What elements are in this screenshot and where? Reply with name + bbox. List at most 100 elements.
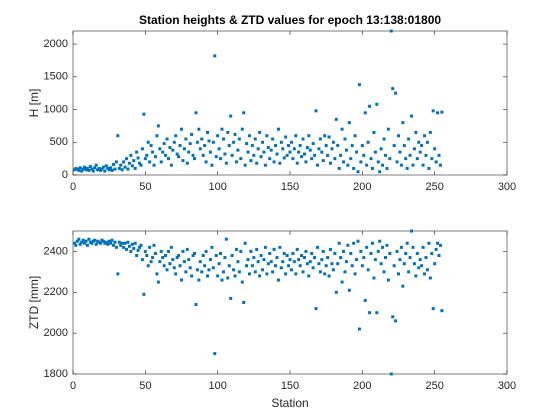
point <box>169 163 173 167</box>
point <box>311 142 315 146</box>
point <box>323 134 327 138</box>
point <box>113 167 117 171</box>
point <box>410 229 414 233</box>
point <box>237 270 241 274</box>
point <box>217 147 221 151</box>
point <box>234 160 238 164</box>
point <box>421 163 425 167</box>
point <box>285 254 289 258</box>
point <box>431 109 435 113</box>
point <box>407 270 411 274</box>
point <box>331 268 335 272</box>
point <box>278 161 282 165</box>
point <box>117 166 121 170</box>
point <box>355 258 359 262</box>
point <box>342 249 346 253</box>
point <box>77 168 81 172</box>
point <box>417 140 421 144</box>
point <box>214 155 218 159</box>
point <box>359 249 363 253</box>
point <box>357 83 361 87</box>
point <box>311 266 315 270</box>
point <box>356 170 360 174</box>
point <box>237 137 241 141</box>
point <box>382 270 386 274</box>
point <box>271 270 275 274</box>
point <box>408 153 412 157</box>
point <box>268 251 272 255</box>
point <box>180 127 183 131</box>
point <box>155 134 159 138</box>
point <box>114 160 118 164</box>
point <box>159 249 163 253</box>
point <box>123 241 127 245</box>
point <box>372 276 376 280</box>
point <box>229 296 233 300</box>
point <box>352 241 356 245</box>
point <box>333 251 337 255</box>
point <box>165 268 169 272</box>
point <box>397 134 400 138</box>
point <box>386 127 390 131</box>
point <box>255 247 259 251</box>
point <box>213 352 217 356</box>
point <box>206 274 210 278</box>
y-tick-label: 1800 <box>44 368 68 380</box>
x-tick-label: 200 <box>353 181 371 193</box>
y-axis-label: H [m] <box>27 89 41 118</box>
point <box>318 137 322 141</box>
point <box>195 140 199 144</box>
point <box>269 260 273 264</box>
point <box>433 262 437 266</box>
x-tick-label: 150 <box>281 181 299 193</box>
point <box>284 272 288 276</box>
point <box>266 146 270 150</box>
point <box>227 144 231 148</box>
point <box>333 157 337 161</box>
point <box>85 243 89 247</box>
point <box>182 147 186 151</box>
point <box>295 161 299 165</box>
point <box>122 245 126 249</box>
point <box>72 241 76 245</box>
point <box>210 245 214 249</box>
point <box>366 268 370 272</box>
point <box>187 258 191 262</box>
point <box>162 264 166 268</box>
point <box>207 268 211 272</box>
point <box>145 254 149 258</box>
point <box>349 251 353 255</box>
point <box>190 132 194 136</box>
x-tick-label: 100 <box>208 181 226 193</box>
point <box>126 240 130 244</box>
point <box>437 153 441 157</box>
point <box>259 254 263 258</box>
point <box>320 150 324 154</box>
point <box>252 153 256 157</box>
point <box>83 241 87 245</box>
point <box>168 146 172 150</box>
x-tick-label: 100 <box>208 380 226 392</box>
point <box>195 268 199 272</box>
point <box>101 165 105 169</box>
point <box>249 249 253 253</box>
point <box>224 237 228 241</box>
point <box>431 307 435 311</box>
point <box>297 258 301 262</box>
point <box>172 266 176 270</box>
point <box>197 278 201 282</box>
point <box>104 240 108 244</box>
point <box>112 243 116 247</box>
point <box>126 167 130 171</box>
point <box>423 134 427 138</box>
point <box>327 135 331 139</box>
point <box>365 245 369 249</box>
point <box>208 150 212 154</box>
point <box>132 159 136 163</box>
point <box>88 164 92 168</box>
point <box>375 311 379 315</box>
point <box>184 270 188 274</box>
y-tick-label: 1000 <box>44 103 68 115</box>
point <box>135 254 139 258</box>
